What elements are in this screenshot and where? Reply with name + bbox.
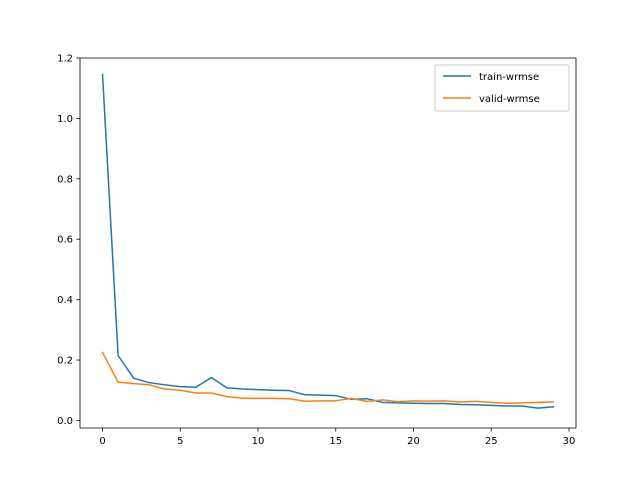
series-line-valid-wrmse <box>101 351 555 404</box>
y-tick-label: 1.0 <box>57 114 73 125</box>
x-tick-label: 10 <box>252 436 265 447</box>
legend: train-wrmse valid-wrmse <box>434 64 570 112</box>
y-tick-label: 0.4 <box>57 295 73 306</box>
x-tick-label: 15 <box>329 436 342 447</box>
y-tick-label: 0.2 <box>57 356 73 367</box>
x-tick-label: 25 <box>485 436 498 447</box>
axes <box>79 57 577 429</box>
series-lines <box>101 73 555 409</box>
series-line-train-wrmse <box>101 73 555 409</box>
y-axis-ticks: 0.0 0.2 0.4 0.6 0.8 1.0 1.2 <box>57 54 80 427</box>
x-tick-label: 30 <box>563 436 576 447</box>
x-tick-label: 0 <box>99 436 105 447</box>
legend-label-train-wrmse: train-wrmse <box>479 72 539 83</box>
y-tick-label: 0.8 <box>57 174 73 185</box>
x-tick-label: 5 <box>177 436 183 447</box>
legend-label-valid-wrmse: valid-wrmse <box>479 94 540 105</box>
y-tick-label: 0.6 <box>57 235 73 246</box>
x-tick-label: 20 <box>407 436 420 447</box>
y-tick-label: 0.0 <box>57 416 73 427</box>
y-tick-label: 1.2 <box>57 54 73 65</box>
plot-area <box>80 58 576 428</box>
x-axis-ticks: 0 5 10 15 20 25 30 <box>99 428 575 447</box>
